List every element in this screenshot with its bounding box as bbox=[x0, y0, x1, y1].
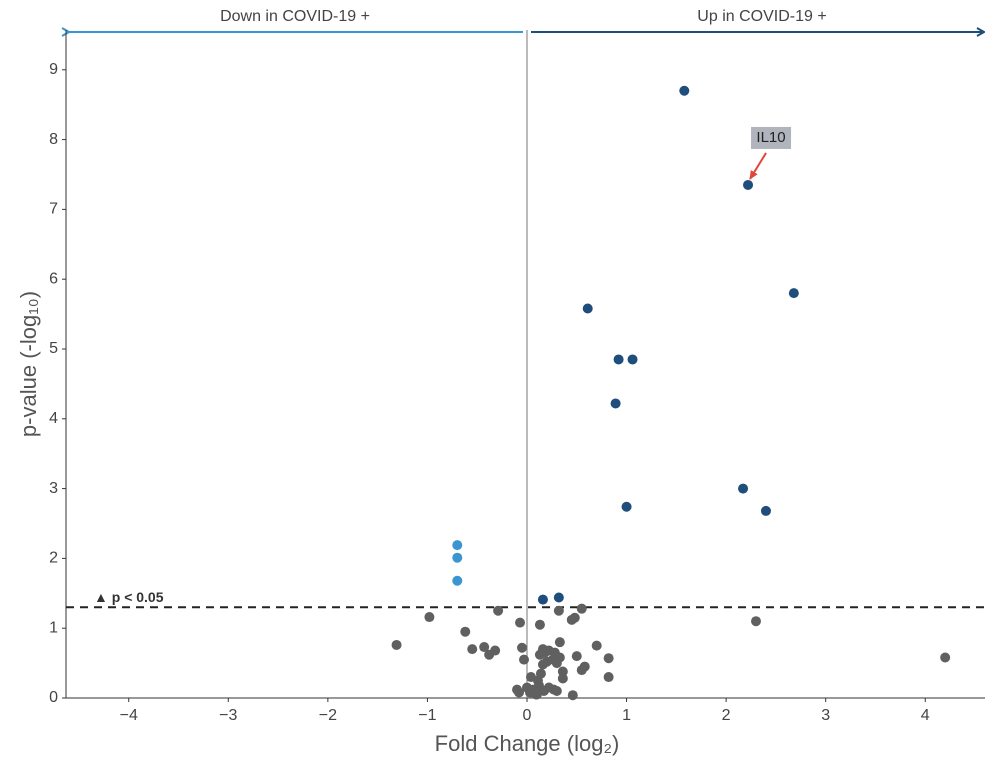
x-tick-label: −4 bbox=[120, 707, 138, 724]
point bbox=[743, 179, 754, 190]
point bbox=[537, 594, 548, 605]
point bbox=[452, 552, 463, 563]
point bbox=[613, 354, 624, 365]
down-header: Down in COVID-19 + bbox=[220, 8, 370, 25]
point bbox=[569, 612, 580, 623]
point bbox=[467, 644, 478, 655]
point bbox=[610, 398, 621, 409]
point bbox=[490, 645, 501, 656]
x-tick-label: −3 bbox=[219, 707, 237, 724]
point bbox=[515, 617, 526, 628]
point bbox=[579, 661, 590, 672]
point bbox=[591, 640, 602, 651]
y-tick-label: 8 bbox=[49, 131, 58, 148]
y-tick-label: 2 bbox=[49, 550, 58, 567]
point bbox=[514, 687, 525, 698]
point bbox=[627, 354, 638, 365]
x-tick-label: 3 bbox=[821, 707, 830, 724]
y-tick-label: 1 bbox=[49, 619, 58, 636]
y-tick-label: 9 bbox=[49, 61, 58, 78]
point bbox=[391, 639, 402, 650]
point bbox=[567, 690, 578, 701]
point bbox=[750, 616, 761, 627]
point bbox=[534, 619, 545, 630]
x-tick-label: −2 bbox=[319, 707, 337, 724]
x-axis-title: Fold Change (log₂) bbox=[435, 731, 620, 756]
y-tick-label: 3 bbox=[49, 480, 58, 497]
point bbox=[424, 612, 435, 623]
point bbox=[530, 689, 541, 700]
annotation-box bbox=[751, 126, 792, 149]
up-header: Up in COVID-19 + bbox=[697, 8, 826, 25]
point bbox=[582, 303, 593, 314]
x-tick-label: 1 bbox=[622, 707, 631, 724]
point bbox=[738, 483, 749, 494]
point bbox=[517, 642, 528, 653]
point bbox=[553, 605, 564, 616]
point bbox=[557, 673, 568, 684]
point bbox=[940, 652, 951, 663]
y-tick-label: 5 bbox=[49, 340, 58, 357]
point bbox=[554, 652, 565, 663]
point bbox=[554, 637, 565, 648]
point bbox=[551, 686, 562, 697]
point bbox=[576, 603, 587, 614]
point bbox=[760, 505, 771, 516]
y-tick-label: 0 bbox=[49, 689, 58, 706]
y-tick-label: 4 bbox=[49, 410, 58, 427]
y-axis-title: p-value (-log₁₀) bbox=[16, 291, 41, 437]
point bbox=[557, 666, 568, 677]
point bbox=[553, 592, 564, 603]
y-tick-label: 6 bbox=[49, 270, 58, 287]
x-tick-label: 2 bbox=[722, 707, 731, 724]
point bbox=[452, 575, 463, 586]
point bbox=[621, 501, 632, 512]
point bbox=[460, 626, 471, 637]
point bbox=[788, 288, 799, 299]
point bbox=[603, 672, 614, 683]
annotation-label: IL10 bbox=[756, 129, 785, 146]
threshold-label: ▲ p < 0.05 bbox=[94, 589, 164, 605]
point bbox=[603, 653, 614, 664]
point bbox=[571, 651, 582, 662]
point bbox=[452, 540, 463, 551]
annotation-arrow bbox=[749, 152, 767, 180]
point bbox=[679, 85, 690, 96]
point bbox=[537, 644, 548, 655]
y-tick-label: 7 bbox=[49, 201, 58, 218]
point bbox=[519, 654, 530, 665]
x-tick-label: −1 bbox=[418, 707, 436, 724]
x-tick-label: 0 bbox=[523, 707, 532, 724]
point bbox=[525, 672, 536, 683]
point bbox=[479, 642, 490, 653]
point bbox=[493, 605, 504, 616]
x-tick-label: 4 bbox=[921, 707, 930, 724]
